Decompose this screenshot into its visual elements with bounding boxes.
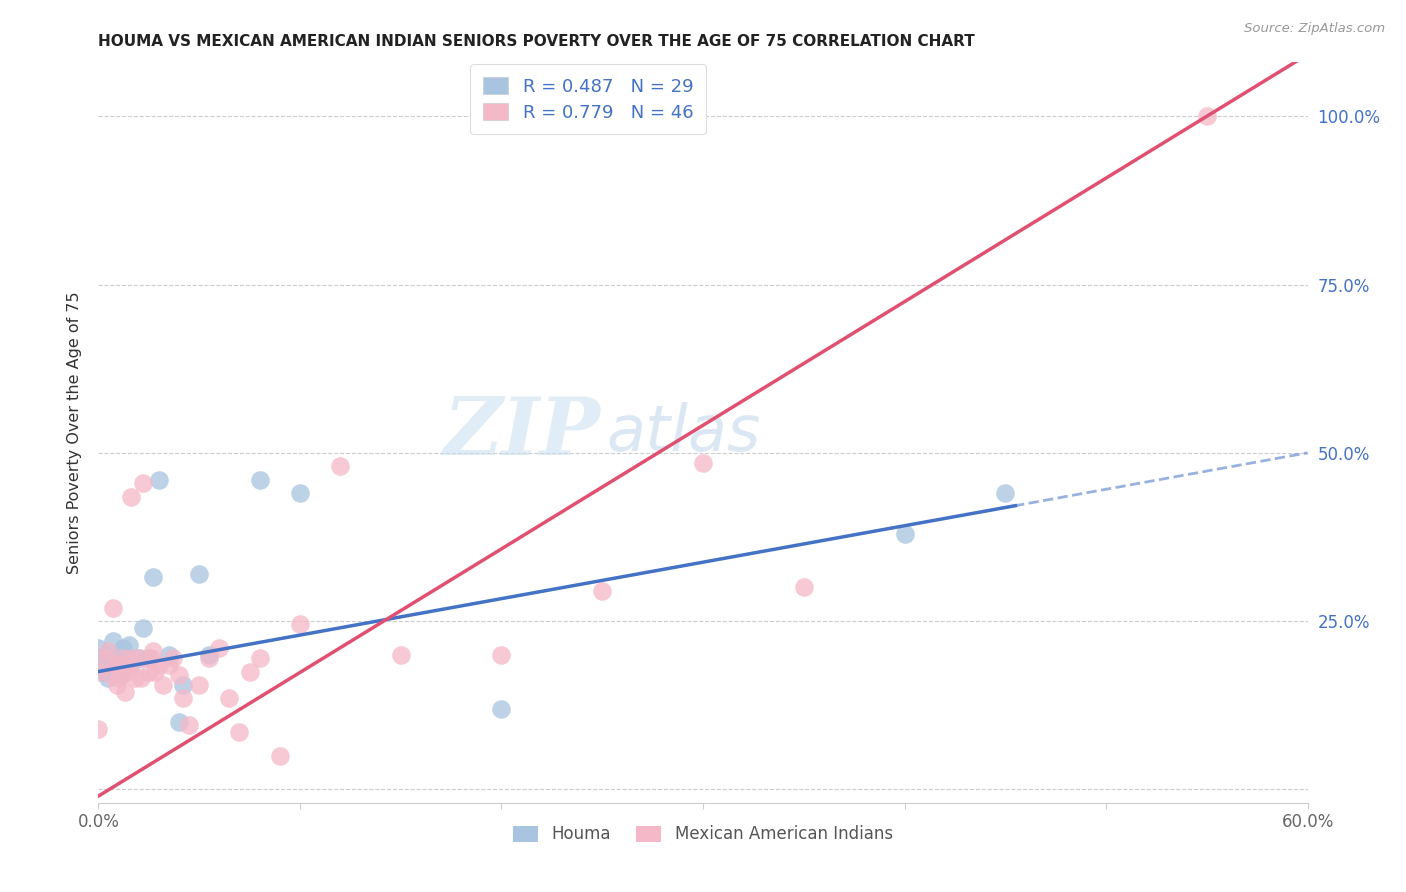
Point xyxy=(105,678,128,692)
Point xyxy=(389,648,412,662)
Point xyxy=(269,748,291,763)
Text: atlas: atlas xyxy=(606,401,761,464)
Point xyxy=(111,640,134,655)
Point xyxy=(143,665,166,679)
Text: ZIP: ZIP xyxy=(443,394,600,471)
Point xyxy=(491,648,513,662)
Point xyxy=(142,570,165,584)
Point xyxy=(491,701,513,715)
Point xyxy=(87,665,110,679)
Point xyxy=(249,473,271,487)
Point xyxy=(124,671,146,685)
Point xyxy=(132,621,155,635)
Point xyxy=(93,665,115,679)
Text: Source: ZipAtlas.com: Source: ZipAtlas.com xyxy=(1244,22,1385,36)
Point xyxy=(239,665,262,679)
Point xyxy=(96,648,118,662)
Point xyxy=(121,651,143,665)
Point xyxy=(179,718,201,732)
Point xyxy=(139,651,162,665)
Y-axis label: Seniors Poverty Over the Age of 75: Seniors Poverty Over the Age of 75 xyxy=(66,292,82,574)
Point xyxy=(120,490,142,504)
Point xyxy=(218,691,240,706)
Point xyxy=(157,648,180,662)
Text: HOUMA VS MEXICAN AMERICAN INDIAN SENIORS POVERTY OVER THE AGE OF 75 CORRELATION : HOUMA VS MEXICAN AMERICAN INDIAN SENIORS… xyxy=(98,34,976,49)
Point xyxy=(228,725,250,739)
Point xyxy=(591,583,613,598)
Point xyxy=(148,657,170,672)
Point xyxy=(172,691,194,706)
Point xyxy=(128,651,150,665)
Point xyxy=(129,671,152,685)
Point xyxy=(692,456,714,470)
Point xyxy=(103,655,125,669)
Point xyxy=(101,634,124,648)
Legend: Houma, Mexican American Indians: Houma, Mexican American Indians xyxy=(506,819,900,850)
Point xyxy=(87,722,110,736)
Point xyxy=(87,640,110,655)
Point xyxy=(893,526,915,541)
Point xyxy=(103,657,125,672)
Point xyxy=(120,657,142,672)
Point xyxy=(188,678,211,692)
Point xyxy=(115,665,138,679)
Point xyxy=(288,486,311,500)
Point xyxy=(142,644,165,658)
Point xyxy=(167,668,190,682)
Point xyxy=(93,651,115,665)
Point xyxy=(97,644,120,658)
Point xyxy=(110,668,132,682)
Point xyxy=(148,473,170,487)
Point xyxy=(91,657,114,672)
Point xyxy=(994,486,1017,500)
Point xyxy=(107,651,129,665)
Point xyxy=(89,651,111,665)
Point xyxy=(118,657,141,672)
Point xyxy=(138,651,160,665)
Point xyxy=(198,648,221,662)
Point xyxy=(162,651,184,665)
Point xyxy=(249,651,271,665)
Point xyxy=(110,657,132,672)
Point xyxy=(288,617,311,632)
Point xyxy=(138,665,160,679)
Point xyxy=(114,657,136,672)
Point xyxy=(101,600,124,615)
Point xyxy=(105,665,128,679)
Point xyxy=(100,668,122,682)
Point xyxy=(97,671,120,685)
Point xyxy=(208,640,231,655)
Point xyxy=(152,678,174,692)
Point xyxy=(128,651,150,665)
Point xyxy=(167,714,190,729)
Point xyxy=(111,651,134,665)
Point xyxy=(114,685,136,699)
Point xyxy=(107,671,129,685)
Point xyxy=(100,661,122,675)
Point xyxy=(1195,109,1218,123)
Point xyxy=(132,476,155,491)
Point xyxy=(172,678,194,692)
Point xyxy=(329,459,352,474)
Point xyxy=(793,581,815,595)
Point xyxy=(118,638,141,652)
Point xyxy=(188,566,211,581)
Point xyxy=(157,657,180,672)
Point xyxy=(198,651,221,665)
